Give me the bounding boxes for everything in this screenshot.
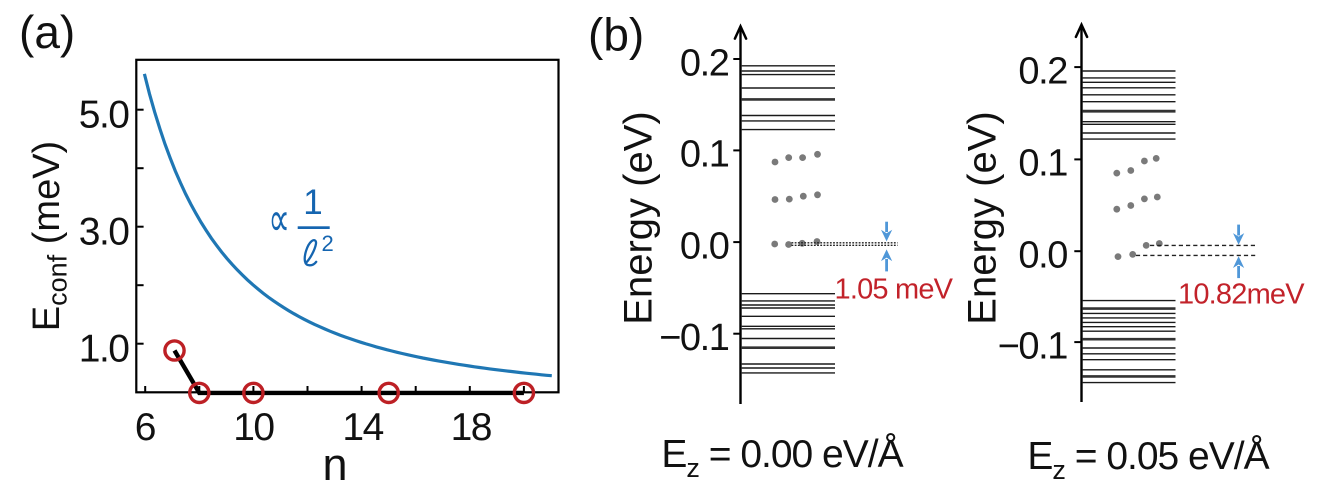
svg-text:0.1: 0.1 [1018,143,1067,185]
svg-text:0.0: 0.0 [1018,235,1067,277]
svg-text:(a): (a) [19,6,75,58]
svg-text:(b): (b) [588,9,644,61]
svg-text:5.0: 5.0 [79,94,130,137]
svg-text:n: n [322,439,347,489]
svg-text:−0.1: −0.1 [659,317,729,359]
svg-text:Energy (eV): Energy (eV) [617,111,661,324]
svg-text:1: 1 [303,183,322,222]
svg-text:3.0: 3.0 [79,211,130,254]
svg-text:10.82meV: 10.82meV [1178,279,1305,311]
svg-text:0.0: 0.0 [680,225,729,267]
svg-text:14: 14 [342,406,383,449]
svg-text:∝: ∝ [269,193,290,246]
svg-text:Ez = 0.05 eV/Å: Ez = 0.05 eV/Å [1027,434,1269,485]
svg-text:1.05 meV: 1.05 meV [835,274,954,306]
svg-text:10: 10 [233,406,274,449]
svg-text:0.1: 0.1 [680,134,729,176]
svg-text:2: 2 [322,231,334,256]
svg-text:Energy (eV): Energy (eV) [961,111,1005,324]
svg-text:1.0: 1.0 [79,328,130,371]
svg-text:18: 18 [451,406,491,449]
svg-text:0.2: 0.2 [1018,50,1067,92]
svg-text:0.2: 0.2 [680,42,729,84]
svg-text:Ez = 0.00 eV/Å: Ez = 0.00 eV/Å [661,432,903,483]
svg-text:6: 6 [135,406,155,449]
svg-text:−0.1: −0.1 [998,325,1068,367]
svg-text:Econf (meV): Econf (meV) [26,141,73,331]
